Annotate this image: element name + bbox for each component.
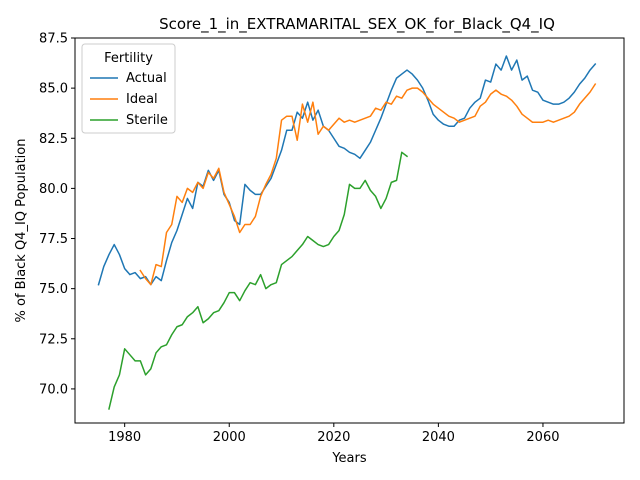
y-tick-label: 77.5 bbox=[39, 232, 68, 247]
x-tick-label: 2020 bbox=[317, 430, 350, 445]
y-axis: 70.0 72.5 75.0 77.5 80.0 82.5 85.0 87.5 bbox=[39, 32, 75, 397]
y-tick-label: 87.5 bbox=[39, 32, 68, 47]
x-tick-label: 2060 bbox=[526, 430, 559, 445]
x-tick-label: 2000 bbox=[213, 430, 246, 445]
y-tick-label: 72.5 bbox=[39, 332, 68, 347]
y-tick-label: 80.0 bbox=[39, 182, 68, 197]
x-tick-label: 1980 bbox=[108, 430, 141, 445]
x-tick-label: 2040 bbox=[422, 430, 455, 445]
y-tick-label: 70.0 bbox=[39, 382, 68, 397]
plot-frame bbox=[74, 37, 625, 424]
series-line-sterile bbox=[108, 151, 409, 410]
chart-title: Score_1_in_EXTRAMARITAL_SEX_OK_for_Black… bbox=[159, 15, 555, 34]
legend-label-sterile: Sterile bbox=[126, 113, 168, 128]
series-layer bbox=[97, 55, 597, 410]
series-line-ideal bbox=[139, 83, 597, 286]
legend-box bbox=[81, 43, 176, 134]
legend-title: Fertility bbox=[104, 51, 153, 66]
legend: Fertility Actual Ideal Sterile bbox=[81, 43, 176, 134]
y-tick-label: 75.0 bbox=[39, 282, 68, 297]
x-axis-label: Years bbox=[331, 451, 367, 466]
series-line-actual bbox=[97, 55, 597, 286]
y-tick-label: 82.5 bbox=[39, 132, 68, 147]
y-tick-label: 85.0 bbox=[39, 82, 68, 97]
x-axis: 1980 2000 2020 2040 2060 bbox=[108, 423, 560, 445]
legend-label-actual: Actual bbox=[126, 71, 167, 86]
y-axis-label: % of Black Q4_IQ Population bbox=[14, 139, 29, 323]
legend-label-ideal: Ideal bbox=[126, 92, 158, 107]
